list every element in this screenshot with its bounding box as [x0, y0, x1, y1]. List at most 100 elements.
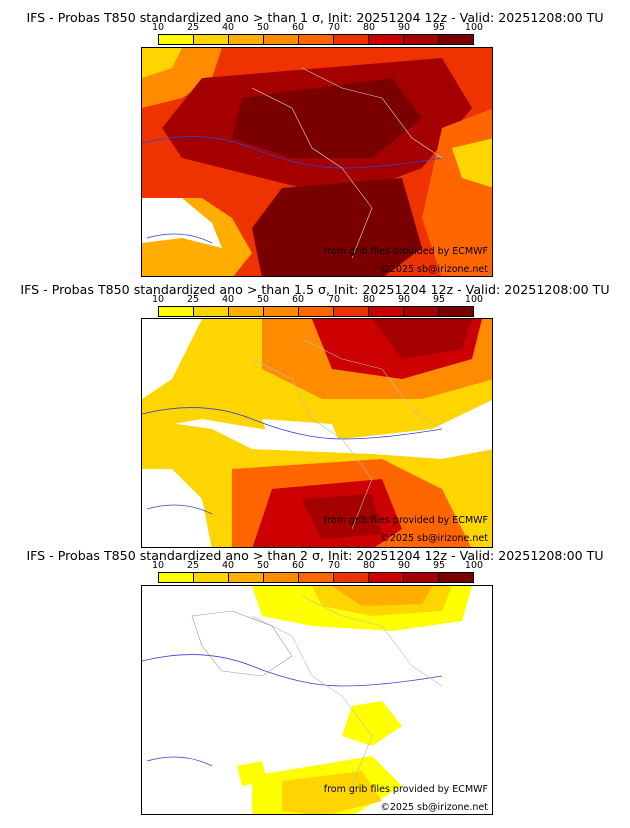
border	[301, 595, 443, 687]
colorbar-tick: 60	[291, 560, 305, 571]
field-10	[237, 761, 267, 786]
border	[251, 615, 373, 787]
colorbar-tick: 50	[256, 294, 270, 305]
colorbar-tick: 25	[186, 22, 200, 33]
colorbar-segment	[228, 307, 263, 316]
credit-label: from grib files provided by ECMWF	[323, 515, 488, 526]
colorbar-segment	[403, 307, 438, 316]
colorbar-tick: 95	[432, 560, 446, 571]
colorbar-segment	[193, 307, 228, 316]
probability-map: from grib files provided by ECMWF ©2025 …	[141, 318, 493, 548]
colorbar-segment	[298, 307, 333, 316]
border	[301, 67, 443, 159]
map-canvas	[142, 319, 492, 547]
colorbar-tick: 80	[362, 22, 376, 33]
colorbar-segment	[368, 573, 403, 582]
field-blank	[142, 198, 222, 248]
colorbar-tick: 70	[327, 22, 341, 33]
copyright-label: ©2025 sb@irizone.net	[380, 802, 488, 813]
copyright-label: ©2025 sb@irizone.net	[380, 264, 488, 275]
colorbar-segment	[333, 307, 368, 316]
coastline	[142, 407, 443, 440]
colorbar-segment	[368, 35, 403, 44]
credit-label: from grib files provided by ECMWF	[323, 246, 488, 257]
colorbar-segment	[193, 573, 228, 582]
colorbar	[158, 572, 474, 583]
region-outline	[191, 610, 293, 677]
map-panel-2sigma: IFS - Probas T850 standardized ano > tha…	[0, 545, 630, 828]
panel-title: IFS - Probas T850 standardized ano > tha…	[20, 282, 610, 297]
colorbar-tick: 10	[151, 294, 165, 305]
colorbar-tick: 90	[397, 294, 411, 305]
colorbar-tick: 40	[221, 560, 235, 571]
colorbar-segment	[263, 573, 298, 582]
colorbar-tick: 40	[221, 294, 235, 305]
colorbar-tick: 100	[464, 294, 484, 305]
field-25	[142, 48, 182, 78]
field-90	[302, 494, 382, 539]
map-canvas	[142, 48, 492, 276]
map-canvas	[142, 586, 492, 814]
panel-title: IFS - Probas T850 standardized ano > tha…	[26, 10, 604, 25]
colorbar-tick: 40	[221, 22, 235, 33]
field-40	[332, 586, 432, 606]
colorbar-tick: 70	[327, 560, 341, 571]
colorbar-segment	[298, 573, 333, 582]
colorbar-tick: 70	[327, 294, 341, 305]
colorbar-tick: 90	[397, 560, 411, 571]
coastline	[146, 233, 213, 244]
colorbar-ticks: 10 25 40 50 60 70 80 90 95 100	[0, 560, 630, 572]
probability-map: from grib files provided by ECMWF ©2025 …	[141, 585, 493, 815]
colorbar-segment	[403, 573, 438, 582]
colorbar-segment	[438, 307, 473, 316]
copyright-label: ©2025 sb@irizone.net	[380, 533, 488, 544]
colorbar-segment	[438, 573, 473, 582]
colorbar-segment	[368, 307, 403, 316]
colorbar-segment	[263, 35, 298, 44]
border	[251, 87, 373, 259]
colorbar-tick: 100	[464, 22, 484, 33]
colorbar-ticks: 10 25 40 50 60 70 80 90 95 100	[0, 22, 630, 34]
colorbar	[158, 34, 474, 45]
colorbar-tick: 60	[291, 22, 305, 33]
colorbar-segment	[403, 35, 438, 44]
coastline	[142, 654, 443, 687]
colorbar-tick: 100	[464, 560, 484, 571]
colorbar-tick: 50	[256, 22, 270, 33]
colorbar-segment	[159, 307, 193, 316]
colorbar-tick: 10	[151, 560, 165, 571]
probability-map: from grib files provided by ECMWF ©2025 …	[141, 47, 493, 277]
map-panel-1-5sigma: IFS - Probas T850 standardized ano > tha…	[0, 272, 630, 548]
field-blank	[262, 419, 342, 449]
colorbar-segment	[228, 573, 263, 582]
coastline	[142, 136, 443, 169]
colorbar-tick: 50	[256, 560, 270, 571]
colorbar-tick: 80	[362, 560, 376, 571]
colorbar-segment	[438, 35, 473, 44]
colorbar-tick: 80	[362, 294, 376, 305]
colorbar-tick: 95	[432, 22, 446, 33]
colorbar	[158, 306, 474, 317]
border	[301, 338, 443, 430]
border	[251, 358, 373, 530]
map-panel-1sigma: IFS - Probas T850 standardized ano > tha…	[0, 0, 630, 278]
colorbar-tick: 90	[397, 22, 411, 33]
field-10	[342, 701, 402, 746]
colorbar-tick: 25	[186, 560, 200, 571]
coastline	[146, 756, 213, 767]
credit-label: from grib files provided by ECMWF	[323, 784, 488, 795]
colorbar-tick: 95	[432, 294, 446, 305]
colorbar-ticks: 10 25 40 50 60 70 80 90 95 100	[0, 294, 630, 306]
field-95	[252, 178, 422, 276]
colorbar-segment	[333, 573, 368, 582]
field-25	[452, 138, 492, 188]
field-blank	[142, 469, 212, 547]
colorbar-segment	[333, 35, 368, 44]
colorbar-segment	[298, 35, 333, 44]
colorbar-segment	[263, 307, 298, 316]
panel-title: IFS - Probas T850 standardized ano > tha…	[26, 548, 604, 563]
field-95	[232, 78, 422, 158]
field-25	[282, 771, 382, 814]
colorbar-segment	[193, 35, 228, 44]
colorbar-segment	[228, 35, 263, 44]
